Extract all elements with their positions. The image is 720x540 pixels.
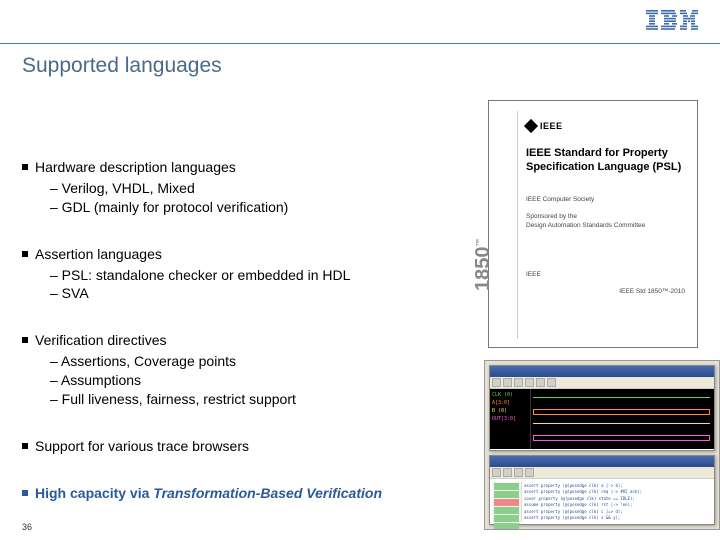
waveform-traces bbox=[530, 389, 714, 449]
signal-name: OUT[3:0] bbox=[492, 416, 528, 422]
window-toolbar bbox=[490, 377, 714, 389]
section-assertion: Assertion languages – PSL: standalone ch… bbox=[22, 245, 432, 304]
section-heading: Support for various trace browsers bbox=[35, 437, 249, 456]
signal-name: B (0) bbox=[492, 408, 528, 414]
sub-item: – Full liveness, fairness, restrict supp… bbox=[50, 390, 432, 409]
coverage-marker bbox=[494, 523, 519, 530]
coverage-marker bbox=[494, 515, 519, 522]
sub-item: – PSL: standalone checker or embedded in… bbox=[50, 266, 432, 285]
bullet-icon bbox=[22, 164, 28, 170]
ieee-inner: IEEE IEEE Standard for Property Specific… bbox=[517, 111, 691, 339]
bullet-icon bbox=[22, 337, 28, 343]
ieee-std-num: 1850 bbox=[472, 247, 494, 292]
trace-browser-screenshot: CLK (0) A[3:0] B (0) OUT[3:0] assert pro… bbox=[484, 360, 720, 530]
highlight-emph: Transformation-Based Verification bbox=[153, 485, 382, 501]
code-line: assert property (@(posedge clk) x && y); bbox=[524, 515, 710, 521]
content-body: Hardware description languages – Verilog… bbox=[22, 158, 432, 531]
code-text: assert property (@(posedge clk) a |-> b)… bbox=[522, 482, 712, 522]
toolbar-icon bbox=[547, 378, 556, 387]
toolbar-icon bbox=[492, 468, 501, 477]
ieee-diamond-icon bbox=[524, 119, 538, 133]
coverage-marker bbox=[494, 491, 519, 498]
sub-item: – Assertions, Coverage points bbox=[50, 352, 432, 371]
ieee-standard-thumbnail: 1850™ IEEE IEEE Standard for Property Sp… bbox=[488, 100, 698, 348]
signal-name: A[3:0] bbox=[492, 400, 528, 406]
trace-line bbox=[533, 409, 710, 415]
toolbar-icon bbox=[514, 468, 523, 477]
waveform-body: CLK (0) A[3:0] B (0) OUT[3:0] bbox=[490, 389, 714, 449]
signal-names: CLK (0) A[3:0] B (0) OUT[3:0] bbox=[490, 389, 530, 449]
window-titlebar bbox=[490, 366, 714, 377]
toolbar-icon bbox=[536, 378, 545, 387]
ieee-footer: IEEE bbox=[526, 271, 541, 278]
window-titlebar bbox=[490, 456, 714, 467]
toolbar-icon bbox=[525, 468, 534, 477]
coverage-marker bbox=[494, 483, 519, 490]
section-highlight: High capacity via Transformation-Based V… bbox=[22, 484, 432, 503]
code-pane: assert property (@(posedge clk) a |-> b)… bbox=[492, 482, 712, 522]
coverage-marker bbox=[494, 507, 519, 514]
bullet-icon bbox=[22, 251, 28, 257]
ieee-std-number: 1850™ bbox=[472, 239, 495, 292]
trace-line bbox=[533, 397, 710, 398]
ieee-logo: IEEE bbox=[526, 119, 685, 133]
trace-line bbox=[533, 423, 710, 424]
page-number: 36 bbox=[22, 522, 32, 532]
section-heading: Assertion languages bbox=[35, 245, 162, 264]
sub-item: – GDL (mainly for protocol verification) bbox=[50, 198, 432, 217]
ibm-logo bbox=[646, 10, 698, 30]
signal-name: CLK (0) bbox=[492, 392, 528, 398]
ieee-logo-text: IEEE bbox=[540, 121, 563, 131]
tm-symbol: ™ bbox=[474, 239, 483, 247]
section-heading: Hardware description languages bbox=[35, 158, 236, 177]
window-toolbar bbox=[490, 467, 714, 479]
waveform-window: CLK (0) A[3:0] B (0) OUT[3:0] bbox=[489, 365, 715, 451]
sub-item: – SVA bbox=[50, 284, 432, 303]
coverage-marker bbox=[494, 499, 519, 506]
trace-line bbox=[533, 435, 710, 441]
sub-item: – Assumptions bbox=[50, 371, 432, 390]
section-directives: Verification directives – Assertions, Co… bbox=[22, 331, 432, 409]
header-bar bbox=[0, 0, 720, 44]
bullet-icon bbox=[22, 443, 28, 449]
ieee-doc-title: IEEE Standard for Property Specification… bbox=[526, 147, 685, 175]
section-hdl: Hardware description languages – Verilog… bbox=[22, 158, 432, 217]
toolbar-icon bbox=[503, 468, 512, 477]
code-gutter bbox=[492, 482, 522, 522]
highlight-text: High capacity via Transformation-Based V… bbox=[35, 484, 382, 503]
section-heading: Verification directives bbox=[35, 331, 167, 350]
ieee-sponsor-line: Sponsored by the bbox=[526, 213, 577, 220]
toolbar-icon bbox=[525, 378, 534, 387]
highlight-prefix: High capacity via bbox=[35, 485, 153, 501]
toolbar-icon bbox=[492, 378, 501, 387]
page-title: Supported languages bbox=[22, 54, 222, 78]
toolbar-icon bbox=[514, 378, 523, 387]
ieee-sponsor-line: Design Automation Standards Committee bbox=[526, 222, 645, 229]
toolbar-icon bbox=[503, 378, 512, 387]
source-window: assert property (@(posedge clk) a |-> b)… bbox=[489, 455, 715, 525]
sub-item: – Verilog, VHDL, Mixed bbox=[50, 179, 432, 198]
ieee-doc-body: IEEE Computer Society Sponsored by the D… bbox=[526, 195, 685, 296]
ieee-std-id: IEEE Std 1850™-2010 bbox=[526, 287, 685, 296]
bullet-icon bbox=[22, 490, 28, 496]
section-trace: Support for various trace browsers bbox=[22, 437, 432, 456]
ieee-sponsor: IEEE Computer Society bbox=[526, 195, 685, 204]
